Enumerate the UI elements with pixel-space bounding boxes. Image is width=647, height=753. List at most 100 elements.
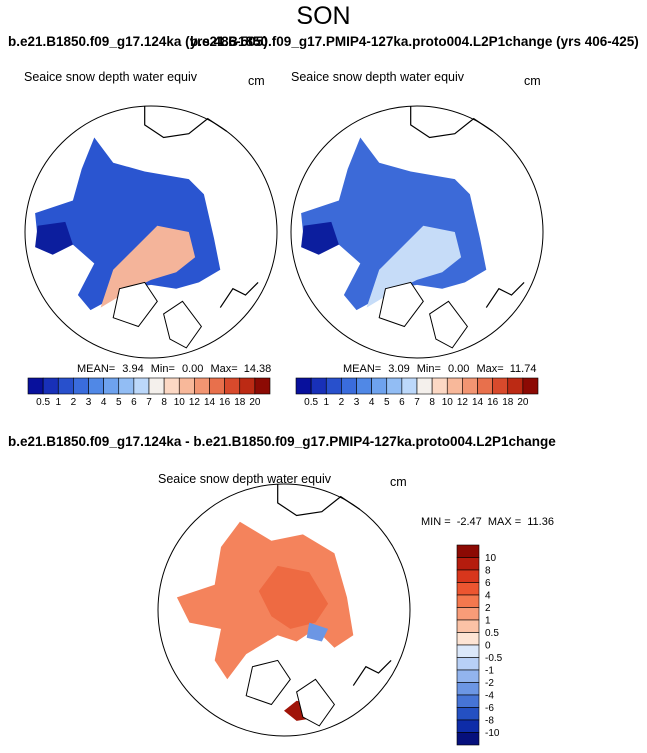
diff-panel-title: Seaice snow depth water equiv (158, 472, 332, 486)
left-colorbar-tick-6: 6 (131, 397, 137, 408)
right-min-value: 0.00 (447, 363, 470, 375)
right-colorbar-swatch-3 (341, 377, 357, 395)
right-panel-units: cm (524, 74, 541, 88)
diff-colorbar-tick-7: 0 (485, 641, 491, 652)
left-colorbar-swatch-14 (239, 377, 256, 395)
right-colorbar-tick-13: 18 (502, 397, 514, 408)
diff-colorbar-tick-13: -8 (485, 716, 494, 727)
left-greenland-outline (112, 281, 158, 328)
right-colorbar-swatch-11 (462, 377, 478, 395)
right-colorbar-swatch-4 (356, 377, 372, 395)
left-colorbar-swatch-0 (27, 377, 44, 395)
left-colorbar-swatch-4 (88, 377, 104, 395)
left-colorbar-tick-0: 0.5 (36, 397, 50, 408)
left-colorbar-tick-7: 7 (146, 397, 152, 408)
right-colorbar-swatch-12 (477, 377, 493, 395)
right-colorbar-swatch-1 (310, 377, 327, 395)
right-colorbar-tick-0: 0.5 (304, 397, 318, 408)
left-colorbar-swatch-2 (57, 377, 74, 395)
right-colorbar-tick-12: 16 (487, 397, 499, 408)
diff-colorbar-swatch-14 (456, 719, 480, 733)
left-hudson-bay (35, 221, 73, 255)
diff-colorbar-swatch-9 (456, 657, 480, 671)
diff-colorbar-tick-0: 10 (485, 553, 497, 564)
right-panel-title: Seaice snow depth water equiv (291, 70, 465, 84)
right-colorbar-tick-9: 10 (442, 397, 454, 408)
left-colorbar-tick-3: 3 (86, 397, 92, 408)
left-colorbar-tick-11: 14 (204, 397, 216, 408)
right-max-label: Max= (476, 363, 504, 375)
right-mean-value: 3.09 (388, 363, 410, 375)
diff-colorbar-tick-14: -10 (485, 728, 500, 739)
right-colorbar-tick-8: 8 (429, 397, 435, 408)
diff-colorbar-swatch-6 (456, 619, 480, 633)
left-colorbar-tick-2: 2 (71, 397, 77, 408)
diff-colorbar-tick-11: -4 (485, 691, 494, 702)
diff-colorbar-swatch-5 (456, 607, 480, 621)
left-colorbar-swatch-12 (209, 377, 225, 395)
left-colorbar-swatch-6 (118, 377, 135, 395)
left-coastline-1 (219, 281, 259, 308)
diff-difference-core (258, 565, 329, 629)
left-scandinavia-outline (163, 300, 203, 349)
diff-colorbar-swatch-2 (456, 569, 480, 583)
right-colorbar-swatch-6 (386, 377, 403, 395)
left-colorbar-swatch-3 (73, 377, 89, 395)
left-colorbar-swatch-9 (163, 377, 180, 395)
diff-colorbar-tick-3: 4 (485, 591, 491, 602)
right-hudson-bay (301, 221, 339, 255)
right-colorbar-tick-7: 7 (414, 397, 420, 408)
diff-colorbar-tick-10: -2 (485, 678, 494, 689)
left-min-value: 0.00 (181, 363, 204, 375)
right-colorbar-tick-5: 5 (384, 397, 390, 408)
left-panel-title: Seaice snow depth water equiv (24, 70, 198, 84)
diff-colorbar-swatch-15 (456, 732, 480, 746)
left-stats: MEAN= 3.94 Min= 0.00 Max= 14.38 (77, 363, 271, 375)
left-colorbar-swatch-1 (42, 377, 59, 395)
right-colorbar-swatch-13 (492, 377, 509, 395)
diff-colorbar-swatch-0 (456, 544, 480, 558)
right-scandinavia-outline (429, 300, 469, 349)
diff-colorbar-tick-5: 1 (485, 616, 491, 627)
right-colorbar-swatch-2 (325, 377, 342, 395)
left-colorbar-swatch-5 (103, 377, 120, 395)
left-colorbar-swatch-15 (254, 377, 271, 395)
left-colorbar-tick-12: 16 (219, 397, 231, 408)
diff-panel-units: cm (390, 475, 407, 489)
diff-colorbar-swatch-12 (456, 694, 480, 708)
left-colorbar-tick-14: 20 (249, 397, 261, 408)
right-colorbar-swatch-5 (371, 377, 388, 395)
diff-colorbar-swatch-4 (456, 594, 480, 608)
diff-colorbar-swatch-13 (456, 707, 480, 721)
diff-map-boundary (157, 483, 411, 737)
right-colorbar-tick-4: 4 (369, 397, 375, 408)
diff-colorbar-swatch-10 (456, 669, 480, 683)
right-stats: MEAN= 3.09 Min= 0.00 Max= 11.74 (343, 363, 536, 375)
right-greenland-outline (378, 281, 424, 328)
left-colorbar-tick-1: 1 (55, 397, 61, 408)
diff-colorbar-tick-9: -1 (485, 666, 494, 677)
right-colorbar-tick-2: 2 (339, 397, 345, 408)
left-run-title: b.e21.B1850.f09_g17.124ka (yrs 486-505) (8, 34, 268, 49)
right-min-label: Min= (416, 363, 441, 375)
left-max-value: 14.38 (243, 363, 272, 375)
diff-colorbar-tick-8: -0.5 (485, 653, 503, 664)
left-colorbar-swatch-13 (224, 377, 241, 395)
right-map-boundary (290, 105, 544, 359)
right-colorbar-swatch-8 (416, 377, 433, 395)
season-title: SON (296, 2, 351, 30)
left-map-boundary (24, 105, 278, 359)
difference-title: b.e21.B1850.f09_g17.124ka - b.e21.B1850.… (8, 434, 556, 449)
right-colorbar-tick-6: 6 (399, 397, 405, 408)
right-colorbar-tick-11: 14 (472, 397, 484, 408)
left-colorbar-tick-8: 8 (161, 397, 167, 408)
diff-max-label: MAX = (487, 516, 522, 528)
right-run-title: b.e21.B1850.f09_g17.PMIP4-127ka.proto004… (190, 34, 639, 49)
left-panel-units: cm (248, 74, 265, 88)
right-mean-label: MEAN= (343, 363, 382, 375)
left-colorbar-tick-4: 4 (101, 397, 107, 408)
diff-colorbar-tick-6: 0.5 (485, 628, 499, 639)
diff-negative-anomaly (306, 622, 329, 642)
diff-colorbar-swatch-11 (456, 682, 480, 696)
